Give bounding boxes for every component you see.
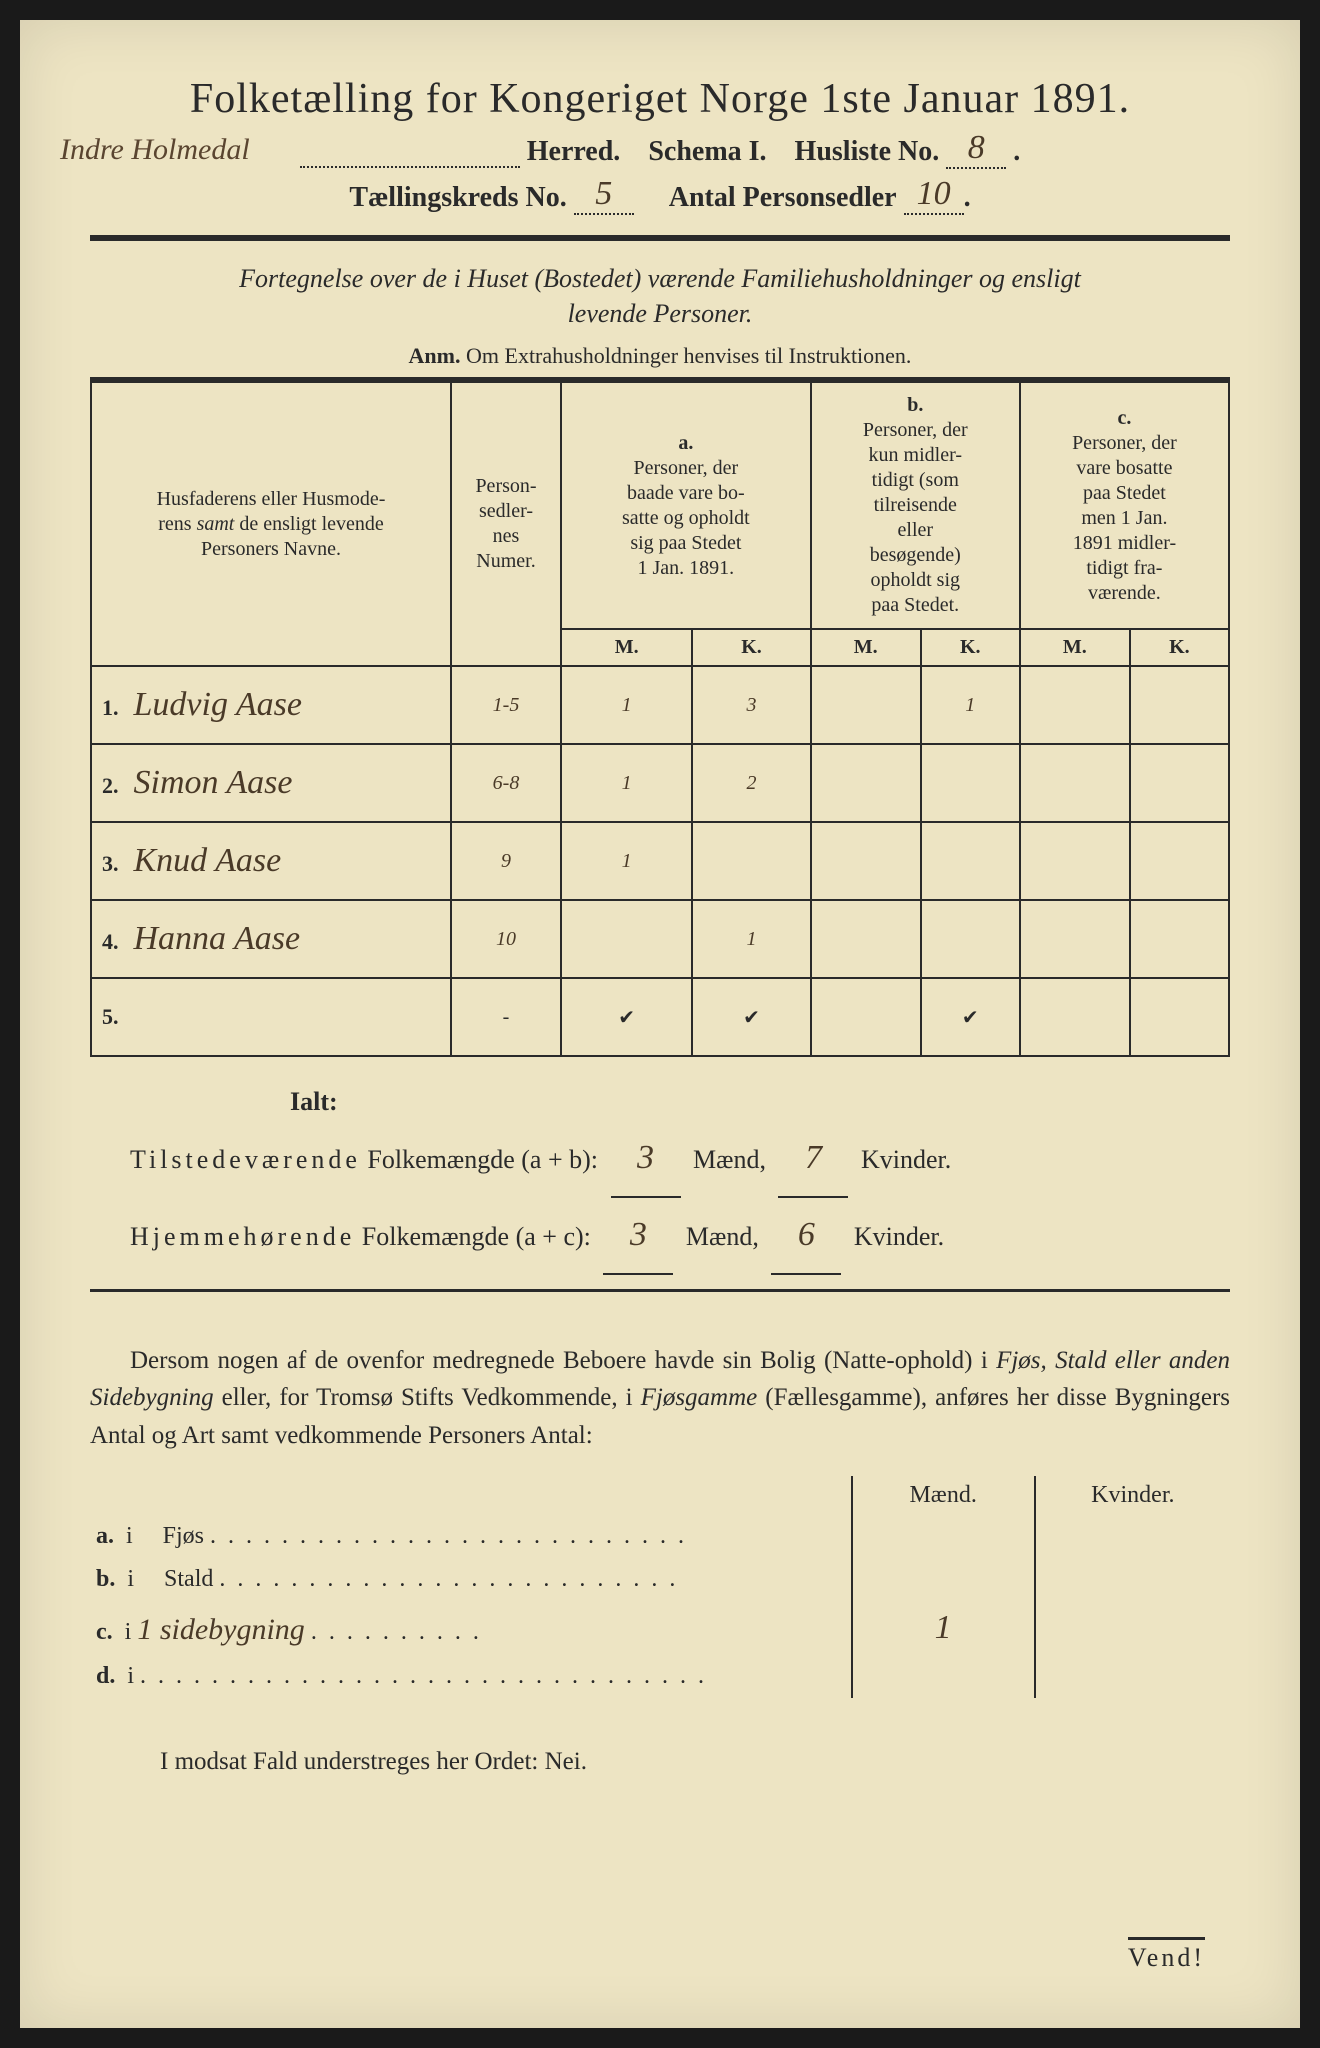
tilstede-k: 7 xyxy=(778,1121,848,1198)
table-row: 5. - ✔ ✔ ✔ xyxy=(91,978,1229,1056)
outbuild-c-m: 1 xyxy=(935,1609,952,1646)
col-a-k: K. xyxy=(692,629,810,666)
nei-line: I modsat Fald understreges her Ordet: Ne… xyxy=(160,1748,1230,1776)
kreds-label: Tællingskreds No. xyxy=(349,182,566,213)
rule-1 xyxy=(90,235,1230,241)
col-numer: Person-sedler-nesNumer. xyxy=(451,380,561,666)
col-a-m: M. xyxy=(561,629,692,666)
husliste-no: 8 xyxy=(968,129,985,166)
outbuild-row: b. i Stald . . . . . . . . . . . . . . .… xyxy=(90,1558,1230,1601)
antal-label: Antal Personsedler xyxy=(669,182,897,213)
ialt-label: Ialt: xyxy=(290,1087,1230,1117)
husliste-label: Husliste No. xyxy=(795,136,940,167)
outbuild-row: c. i 1 sidebygning . . . . . . . . . . 1 xyxy=(90,1601,1230,1655)
out-kvinder-hdr: Kvinder. xyxy=(1035,1476,1230,1515)
outbuild-row: a. i Fjøs . . . . . . . . . . . . . . . … xyxy=(90,1515,1230,1558)
totals-block: Tilstedeværende Folkemængde (a + b): 3 M… xyxy=(130,1121,1230,1275)
main-census-table: Husfaderens eller Husmode-rens samt de e… xyxy=(90,377,1230,1057)
hjemme-k: 6 xyxy=(771,1198,841,1275)
antal-val: 10 xyxy=(917,175,951,212)
col-a: a. Personer, derbaade vare bo-satte og o… xyxy=(561,380,811,629)
outbuild-row: d. i . . . . . . . . . . . . . . . . . .… xyxy=(90,1655,1230,1698)
outbuilding-paragraph: Dersom nogen af de ovenfor medregnede Be… xyxy=(90,1342,1230,1455)
table-row: 3. Knud Aase 9 1 xyxy=(91,822,1229,900)
hjemme-m: 3 xyxy=(603,1198,673,1275)
person-name: Hanna Aase xyxy=(134,920,301,957)
col-b-k: K. xyxy=(921,629,1020,666)
col-c-k: K. xyxy=(1130,629,1229,666)
header-line-1: Indre Holmedal Herred. Schema I. Huslist… xyxy=(90,131,1230,171)
table-row: 2. Simon Aase 6-8 1 2 xyxy=(91,744,1229,822)
outbuild-c-hand: 1 sidebygning xyxy=(137,1613,304,1646)
person-name: Knud Aase xyxy=(134,842,282,879)
col-names: Husfaderens eller Husmode-rens samt de e… xyxy=(91,380,451,666)
table-row: 4. Hanna Aase 10 1 xyxy=(91,900,1229,978)
tilstede-m: 3 xyxy=(611,1121,681,1198)
out-maend-hdr: Mænd. xyxy=(852,1476,1035,1515)
census-form-page: Folketælling for Kongeriget Norge 1ste J… xyxy=(20,20,1300,2028)
schema-label: Schema I. xyxy=(648,136,766,167)
tilstede-label: Tilstedeværende xyxy=(130,1145,361,1174)
col-b-m: M. xyxy=(811,629,921,666)
herred-label: Herred. xyxy=(527,136,621,167)
rule-2 xyxy=(90,1289,1230,1292)
person-name: Ludvig Aase xyxy=(134,686,302,723)
col-c-m: M. xyxy=(1020,629,1130,666)
anm-note: Anm. Anm. Om Extrahusholdninger henvises… xyxy=(90,343,1230,369)
form-description: Fortegnelse over de i Huset (Bostedet) v… xyxy=(90,261,1230,331)
outbuilding-table: Mænd. Kvinder. a. i Fjøs . . . . . . . .… xyxy=(90,1476,1230,1698)
person-name: Simon Aase xyxy=(134,764,293,801)
table-row: 1. Ludvig Aase 1-5 1 3 1 xyxy=(91,666,1229,744)
vend-label: Vend! xyxy=(1128,1937,1205,1973)
col-b: b. Personer, derkun midler-tidigt (somti… xyxy=(811,380,1020,629)
main-title: Folketælling for Kongeriget Norge 1ste J… xyxy=(90,75,1230,123)
kreds-no: 5 xyxy=(595,175,612,212)
hjemme-label: Hjemmehørende xyxy=(130,1222,355,1251)
col-c: c. Personer, dervare bosattepaa Stedetme… xyxy=(1020,380,1229,629)
header-line-2: Tællingskreds No. 5 Antal Personsedler 1… xyxy=(90,177,1230,217)
herred-name-handwritten: Indre Holmedal xyxy=(60,133,250,167)
